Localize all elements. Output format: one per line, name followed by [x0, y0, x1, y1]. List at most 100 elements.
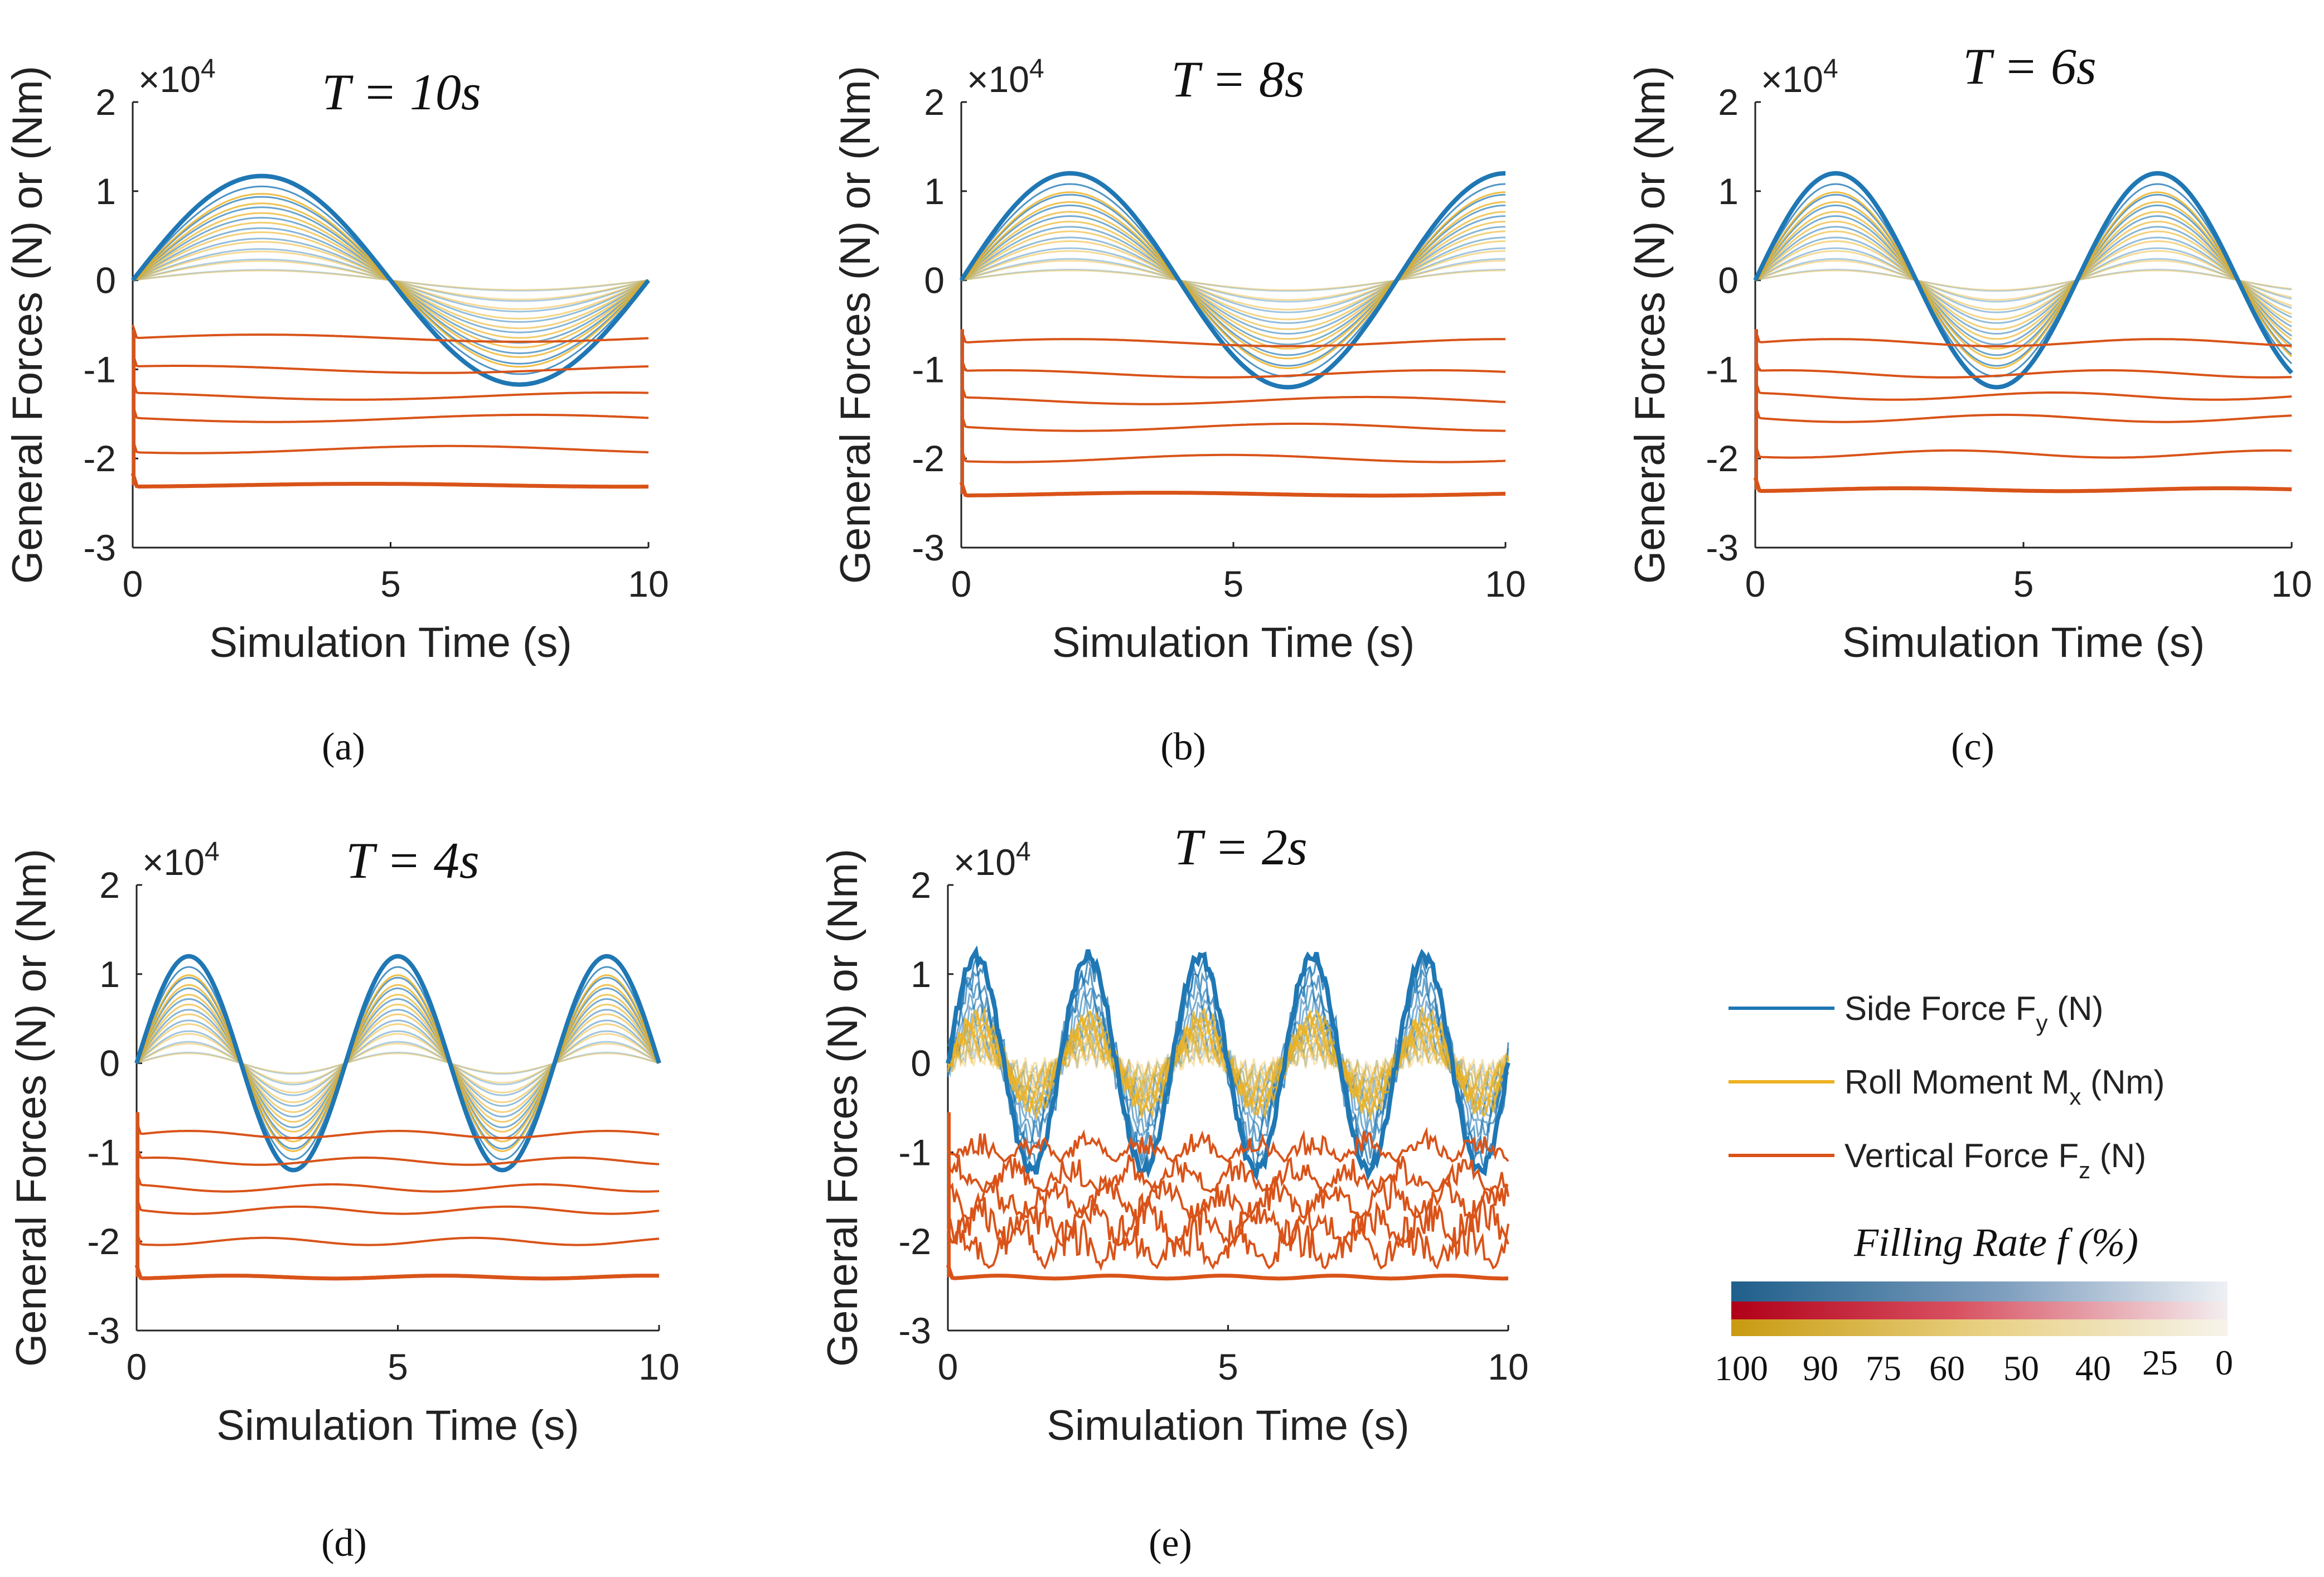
- colorbar-tick-0: 0: [2215, 1343, 2233, 1382]
- side-force-curve: [135, 998, 660, 1129]
- chart-title: T = 8s: [1171, 51, 1304, 108]
- side-force-curve-main: [946, 945, 1510, 1182]
- colorbar-tick-40: 40: [2075, 1348, 2111, 1388]
- y-tick-label: -1: [912, 349, 945, 390]
- side-force-curve: [1755, 258, 2292, 303]
- y-axis-label: General Forces (N) or (Nm): [4, 66, 51, 584]
- x-axis-label: Simulation Time (s): [209, 619, 572, 666]
- side-force-curve: [1754, 215, 2292, 346]
- vertical-force-curve: [947, 1126, 1509, 1163]
- x-tick-label: 5: [2013, 563, 2034, 604]
- x-tick-label: 5: [388, 1346, 408, 1387]
- y-tick-label: 2: [924, 81, 945, 123]
- roll-moment-curve: [1754, 191, 2292, 370]
- vertical-force-curve: [1754, 328, 2292, 347]
- vertical-force-curve: [135, 1196, 660, 1215]
- side-force-curve: [1755, 247, 2292, 313]
- side-force-curve: [1755, 236, 2292, 324]
- vertical-force-curve: [1754, 443, 2292, 459]
- side-force-curve: [135, 987, 660, 1139]
- x-tick-label: 10: [1488, 1346, 1528, 1387]
- side-force-curve: [1754, 226, 2292, 335]
- y-tick-label: -2: [898, 1221, 931, 1262]
- vertical-force-curve: [960, 447, 1506, 463]
- vertical-force-curve: [1754, 357, 2292, 379]
- side-force-curve-main: [134, 954, 661, 1173]
- roll-moment-curve: [960, 201, 1505, 360]
- chart-panel-2: -3 -2 -1 0 1 2 0 5 10 ×104 T = 8s Simulation Time (…: [832, 51, 1526, 768]
- x-tick-label: 10: [2271, 563, 2312, 604]
- roll-moment-curve: [136, 1033, 660, 1094]
- colorbar-tick-60: 60: [1929, 1348, 1965, 1388]
- chart-panel-5: -3 -2 -1 0 1 2 0 5 10 ×104 T = 2s Simulation Time (…: [819, 819, 1529, 1565]
- roll-moment-curve: [1755, 240, 2292, 321]
- vertical-force-curve: [132, 404, 649, 423]
- y-tick-label: 1: [924, 171, 945, 212]
- x-tick-label: 5: [1218, 1346, 1238, 1387]
- vertical-force-curve: [947, 1148, 1509, 1194]
- side-force-curve: [136, 1041, 660, 1086]
- vertical-force-curve: [946, 1264, 1508, 1281]
- chart-title: T = 10s: [322, 64, 481, 120]
- colorbar-red-band: [1731, 1302, 2228, 1319]
- x-tick-label: 5: [380, 563, 401, 604]
- side-force-curve-main: [959, 171, 1506, 390]
- y-axis-label: General Forces (N) or (Nm): [8, 849, 55, 1367]
- roll-moment-curve: [135, 1023, 660, 1104]
- y-tick-label: 0: [924, 260, 945, 301]
- side-force-curve: [135, 1030, 660, 1096]
- colorbar-tick-90: 90: [1803, 1348, 1838, 1388]
- vertical-force-curve: [135, 1230, 660, 1246]
- roll-moment-curve: [135, 994, 660, 1133]
- roll-moment-curve: [961, 269, 1505, 291]
- side-force-curve: [136, 1051, 660, 1075]
- side-force-curve: [1754, 194, 2292, 367]
- y-exponent-label: ×104: [967, 54, 1044, 100]
- y-tick-label: -1: [87, 1131, 120, 1173]
- y-tick-label: -1: [83, 349, 116, 390]
- roll-moment-curve: [1755, 260, 2292, 301]
- legend-label-vertical-force: Vertical Force Fz (N): [1844, 1137, 2146, 1183]
- y-exponent-label: ×104: [1761, 54, 1838, 100]
- panel-label: (e): [1149, 1522, 1192, 1565]
- vertical-force-curve: [130, 472, 648, 489]
- roll-moment-curve: [1755, 250, 2292, 311]
- side-force-curve: [961, 226, 1506, 335]
- y-tick-label: -2: [87, 1221, 120, 1262]
- vertical-force-curve: [1753, 477, 2292, 494]
- chart-title: T = 2s: [1174, 819, 1307, 875]
- vertical-force-curve: [132, 379, 648, 401]
- side-force-curve: [960, 204, 1505, 356]
- side-force-curve: [947, 966, 1509, 1160]
- vertical-force-curve: [960, 383, 1506, 405]
- y-tick-label: 2: [95, 81, 116, 123]
- colorbar-ticks: 100 90 75 60 50 40 25 0: [1715, 1343, 2233, 1388]
- vertical-force-curve: [134, 1264, 660, 1281]
- x-tick-label: 0: [127, 1346, 147, 1387]
- panel-label: (a): [322, 725, 365, 768]
- legend: Side Force Fy (N) Roll Moment Mx (Nm) Ve…: [1715, 990, 2233, 1388]
- colorbar-tick-25: 25: [2142, 1343, 2178, 1382]
- roll-moment-curve: [1754, 201, 2292, 360]
- y-axis-label: General Forces (N) or (Nm): [819, 849, 866, 1367]
- panel-label: (b): [1160, 725, 1206, 768]
- panel-label: (d): [321, 1522, 367, 1565]
- side-force-curve: [961, 268, 1505, 292]
- vertical-force-curve: [1754, 379, 2292, 401]
- y-tick-label: -2: [912, 438, 945, 479]
- vertical-force-curve: [960, 328, 1505, 347]
- x-tick-label: 0: [951, 563, 972, 604]
- side-force-curve: [960, 183, 1506, 378]
- colorbar-tick-75: 75: [1866, 1348, 1901, 1388]
- vertical-force-curve: [132, 438, 649, 454]
- y-exponent-label: ×104: [142, 837, 220, 883]
- colorbar-title: Filling Rate f (%): [1853, 1220, 2138, 1265]
- vertical-force-curve: [1754, 404, 2292, 423]
- roll-moment-curve: [1754, 220, 2292, 340]
- roll-moment-curve: [135, 974, 660, 1153]
- vertical-force-curve: [135, 1144, 660, 1166]
- y-tick-label: 2: [99, 864, 120, 906]
- colorbar-tick-50: 50: [2003, 1348, 2039, 1388]
- side-force-curve: [135, 1019, 660, 1107]
- y-tick-label: -1: [898, 1131, 931, 1173]
